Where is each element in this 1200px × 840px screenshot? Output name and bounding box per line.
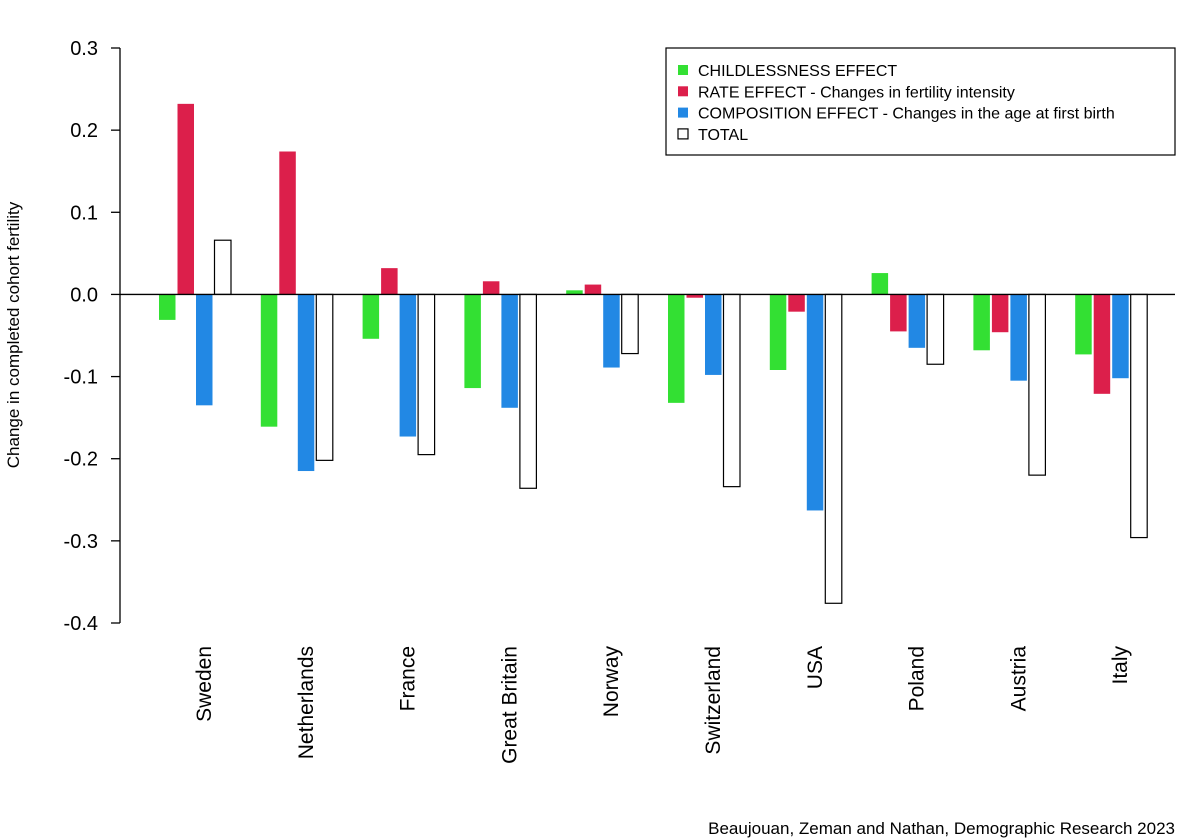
bars [159, 103, 1148, 604]
legend-label: COMPOSITION EFFECT - Changes in the age … [698, 106, 1115, 123]
legend-swatch [678, 107, 688, 118]
bar-france-3 [417, 293, 436, 456]
y-tick-label: -0.4 [64, 613, 98, 635]
bar-austria-0 [973, 294, 990, 351]
bar-switzerland-2 [705, 294, 722, 375]
bar-group-sweden [159, 103, 232, 406]
y-tick-label: -0.3 [64, 531, 98, 553]
bar-sweden-1 [177, 103, 194, 295]
bar-italy-2 [1112, 294, 1129, 379]
y-tick-label: 0.0 [70, 284, 98, 306]
bar-group-great-britain [464, 281, 538, 489]
category-label: Netherlands [295, 646, 318, 759]
bar-sweden-3 [213, 239, 232, 296]
bar-group-netherlands [260, 151, 334, 472]
y-tick-label: 0.1 [70, 202, 98, 224]
legend-swatch [677, 128, 689, 140]
category-label: Norway [600, 646, 623, 718]
category-label: Great Britain [498, 646, 521, 764]
bar-great-britain-0 [464, 294, 481, 389]
bar-poland-2 [908, 294, 926, 348]
bar-norway-2 [603, 294, 620, 368]
category-label: USA [804, 646, 827, 689]
bar-sweden-2 [196, 294, 213, 406]
bar-poland-1 [890, 294, 907, 332]
legend: CHILDLESSNESS EFFECT RATE EFFECT - Change… [665, 47, 1176, 156]
bar-group-poland [871, 273, 945, 365]
bar-norway-3 [621, 293, 639, 355]
category-label: Italy [1109, 646, 1132, 685]
bar-usa-1 [788, 294, 805, 312]
bar-netherlands-0 [260, 294, 278, 427]
bar-netherlands-2 [297, 294, 315, 472]
bar-great-britain-2 [501, 294, 518, 408]
bar-france-2 [399, 294, 417, 437]
bar-netherlands-1 [279, 151, 296, 295]
bar-italy-0 [1075, 294, 1092, 355]
bar-poland-0 [871, 273, 889, 295]
bar-italy-1 [1093, 294, 1111, 394]
bar-group-norway [566, 284, 639, 368]
y-axis-title: Change in completed cohort fertility [4, 201, 23, 468]
category-label: Poland [906, 646, 929, 711]
bar-usa-2 [806, 294, 824, 511]
bar-switzerland-1 [686, 294, 703, 298]
bar-norway-0 [566, 290, 583, 295]
bar-usa-0 [769, 294, 787, 370]
legend-swatch [678, 65, 688, 75]
bar-usa-3 [824, 293, 843, 604]
category-label: Sweden [193, 646, 216, 722]
bar-sweden-0 [159, 294, 176, 320]
bar-switzerland-3 [722, 293, 741, 488]
bar-group-austria [973, 293, 1047, 476]
y-tick-label: -0.2 [64, 449, 98, 471]
bar-group-italy [1075, 293, 1148, 539]
bar-netherlands-3 [315, 293, 334, 461]
category-label: Switzerland [702, 646, 725, 755]
legend-box [665, 47, 1176, 156]
bar-switzerland-0 [668, 294, 685, 403]
y-tick-label: -0.1 [64, 367, 98, 389]
legend-label: TOTAL [698, 127, 748, 144]
legend-label: RATE EFFECT - Changes in fertility inten… [698, 84, 1015, 101]
y-axis: 0.3 0.2 0.1 0.0 -0.1 -0.2 -0.3 -0.4 [64, 38, 121, 635]
bar-group-switzerland [668, 293, 741, 488]
bar-france-0 [362, 294, 380, 339]
bar-group-usa [769, 293, 843, 604]
bar-france-1 [381, 268, 398, 295]
y-tick-label: 0.2 [70, 120, 98, 142]
bar-great-britain-1 [482, 281, 500, 295]
bar-austria-3 [1028, 293, 1047, 476]
bar-austria-2 [1010, 294, 1027, 381]
bar-italy-3 [1130, 293, 1148, 539]
bar-austria-1 [991, 294, 1009, 333]
category-label: France [397, 646, 420, 711]
legend-label: CHILDLESSNESS EFFECT [698, 63, 897, 80]
bar-norway-1 [584, 284, 602, 295]
y-tick-label: 0.3 [70, 38, 98, 60]
category-labels: Sweden Netherlands France Great Britain Norw… [193, 646, 1132, 764]
source-credit: Beaujouan, Zeman and Nathan, Demographic… [708, 819, 1175, 838]
category-label: Austria [1007, 646, 1030, 712]
bar-group-france [362, 268, 436, 456]
legend-swatch [678, 86, 688, 97]
bar-poland-3 [926, 293, 945, 365]
bar-great-britain-3 [519, 293, 538, 489]
